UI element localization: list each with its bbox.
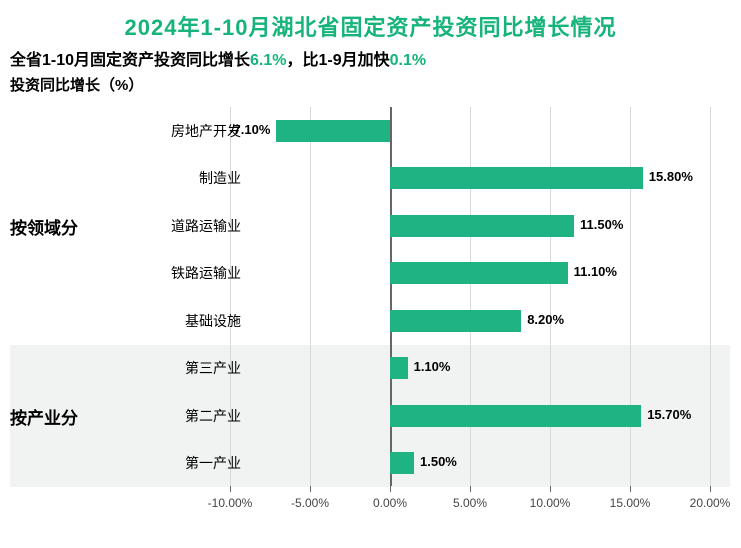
bar-value-label: 15.70% <box>647 407 691 422</box>
chart-bar <box>390 262 568 284</box>
x-tick-mark <box>230 486 231 492</box>
x-tick-mark <box>470 486 471 492</box>
bar-value-label: 8.20% <box>527 312 564 327</box>
x-tick-label: 15.00% <box>610 496 651 510</box>
chart-bar <box>390 215 574 237</box>
bar-value-label: 11.10% <box>574 264 617 279</box>
chart-area: -7.10%15.80%11.50%11.10%8.20%1.10%15.70%… <box>10 97 731 527</box>
chart-bar <box>276 120 390 142</box>
plot-region: -7.10%15.80%11.50%11.10%8.20%1.10%15.70%… <box>230 107 710 487</box>
chart-bar <box>390 310 521 332</box>
chart-bar <box>390 405 641 427</box>
bar-value-label: 1.10% <box>414 359 451 374</box>
grid-line <box>630 107 631 486</box>
x-tick-label: 0.00% <box>373 496 407 510</box>
x-tick-label: 20.00% <box>690 496 731 510</box>
bar-value-label: 1.50% <box>420 454 457 469</box>
group-label: 按领域分 <box>10 214 78 239</box>
group-label: 按产业分 <box>10 404 78 429</box>
chart-bar <box>390 357 408 379</box>
category-label: 基础设施 <box>81 311 241 331</box>
grid-line <box>310 107 311 486</box>
category-label: 制造业 <box>81 168 241 188</box>
category-label: 第二产业 <box>81 406 241 426</box>
x-tick-mark <box>710 486 711 492</box>
category-label: 铁路运输业 <box>81 263 241 283</box>
category-label: 第一产业 <box>81 453 241 473</box>
subtitle-value2: 0.1% <box>390 52 426 69</box>
x-tick-mark <box>390 486 391 492</box>
category-label: 房地产开发 <box>81 121 241 141</box>
x-tick-label: 5.00% <box>453 496 487 510</box>
chart-title: 2024年1-10月湖北省固定资产投资同比增长情况 <box>0 0 741 46</box>
x-axis: -10.00%-5.00%0.00%5.00%10.00%15.00%20.00… <box>230 492 710 522</box>
bar-value-label: 11.50% <box>580 217 623 232</box>
bar-value-label: 15.80% <box>649 169 693 184</box>
chart-bar <box>390 167 643 189</box>
x-tick-label: -10.00% <box>208 496 253 510</box>
zero-axis-line <box>390 107 392 486</box>
x-tick-mark <box>310 486 311 492</box>
x-tick-label: -5.00% <box>291 496 329 510</box>
category-label: 第三产业 <box>81 358 241 378</box>
grid-line <box>710 107 711 486</box>
category-label: 道路运输业 <box>81 216 241 236</box>
grid-line <box>550 107 551 486</box>
grid-line <box>470 107 471 486</box>
x-tick-mark <box>630 486 631 492</box>
grid-line <box>230 107 231 486</box>
chart-bar <box>390 452 414 474</box>
x-tick-mark <box>550 486 551 492</box>
chart-subtitle: 全省1-10月固定资产投资同比增长6.1%，比1-9月加快0.1% <box>0 46 741 70</box>
y-axis-label: 投资同比增长（%） <box>0 70 741 97</box>
subtitle-value1: 6.1% <box>250 52 286 69</box>
x-tick-label: 10.00% <box>530 496 571 510</box>
subtitle-mid: ，比1-9月加快 <box>287 52 390 69</box>
subtitle-prefix: 全省1-10月固定资产投资同比增长 <box>10 52 250 69</box>
